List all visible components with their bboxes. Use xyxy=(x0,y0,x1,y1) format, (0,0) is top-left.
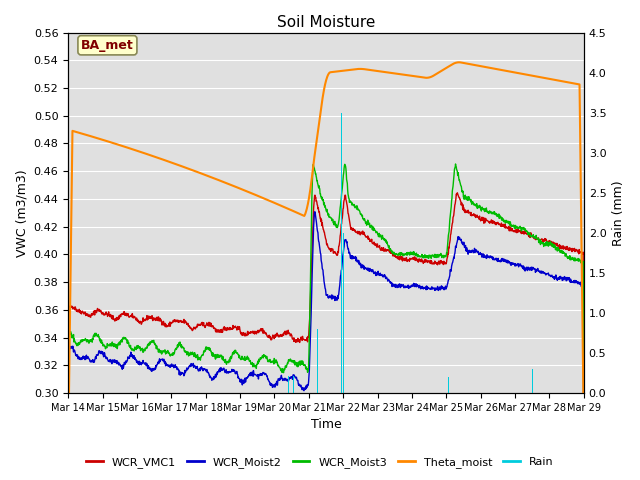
Y-axis label: Rain (mm): Rain (mm) xyxy=(612,180,625,246)
Text: BA_met: BA_met xyxy=(81,39,134,52)
X-axis label: Time: Time xyxy=(310,419,341,432)
Y-axis label: VWC (m3/m3): VWC (m3/m3) xyxy=(15,169,28,257)
Legend: WCR_VMC1, WCR_Moist2, WCR_Moist3, Theta_moist, Rain: WCR_VMC1, WCR_Moist2, WCR_Moist3, Theta_… xyxy=(82,452,558,472)
Title: Soil Moisture: Soil Moisture xyxy=(277,15,375,30)
